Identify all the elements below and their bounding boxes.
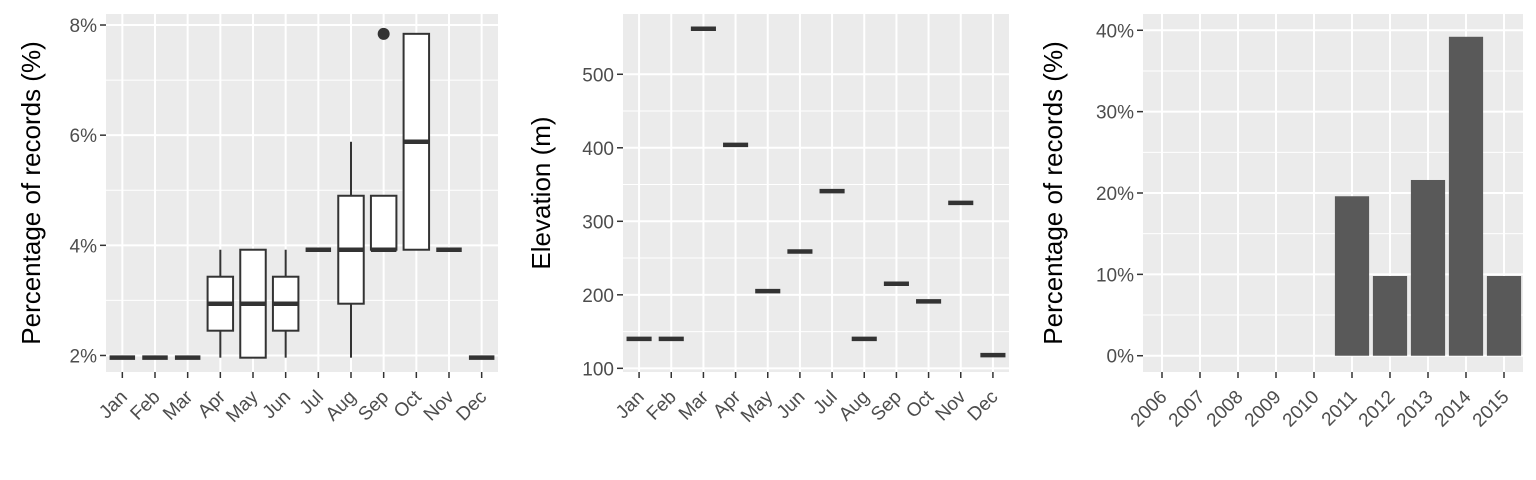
x-tick-label: Sep xyxy=(354,387,393,426)
box-Aug xyxy=(337,141,365,358)
y-tick-label: 10% xyxy=(1096,265,1134,286)
y-tick-label: 6% xyxy=(70,126,98,147)
box-Jun xyxy=(271,249,300,358)
x-tick-label: Dec xyxy=(964,387,1003,426)
bar-2012 xyxy=(1372,275,1408,356)
box-Sep xyxy=(369,27,398,252)
x-tick-label: Jun xyxy=(773,387,810,424)
x-tick-label: Nov xyxy=(932,386,971,425)
box-body xyxy=(369,194,398,251)
y-tick-label: 400 xyxy=(582,139,614,160)
bar-2013 xyxy=(1410,179,1446,356)
x-tick-label: Jun xyxy=(259,387,296,424)
y-tick-label: 200 xyxy=(582,286,614,307)
y-tick-label: 500 xyxy=(582,65,614,86)
box-May xyxy=(239,248,267,359)
x-tick-label: Oct xyxy=(390,386,426,422)
x-tick-label: Jul xyxy=(296,387,328,419)
y-tick-label: 8% xyxy=(70,16,98,37)
x-tick-label: 2012 xyxy=(1355,387,1400,432)
x-tick-label: Dec xyxy=(452,387,491,426)
x-tick-label: 2013 xyxy=(1393,387,1438,432)
y-tick-label: 20% xyxy=(1096,184,1134,205)
x-tick-label: 2008 xyxy=(1203,387,1248,432)
x-tick-label: Aug xyxy=(322,387,361,426)
x-tick-label: Aug xyxy=(835,387,874,426)
box-Apr xyxy=(206,249,235,358)
x-tick-label: May xyxy=(737,386,778,427)
y-tick-label: 0% xyxy=(1107,347,1135,368)
bar-2011 xyxy=(1334,196,1370,356)
x-tick-label: Feb xyxy=(127,387,165,425)
bar-2014 xyxy=(1448,36,1484,356)
x-tick-label: Mar xyxy=(675,386,713,424)
outlier-point xyxy=(377,27,390,40)
y-axis-title: Percentage of records (%) xyxy=(1038,41,1068,344)
x-tick-label: Mar xyxy=(159,386,197,424)
y-tick-label: 100 xyxy=(582,359,614,380)
y-tick-label: 30% xyxy=(1096,103,1134,124)
x-tick-label: Jan xyxy=(612,387,649,424)
x-tick-label: 2011 xyxy=(1318,387,1362,431)
x-tick-label: Nov xyxy=(420,386,459,425)
panel-background xyxy=(106,14,498,372)
x-tick-label: Feb xyxy=(643,387,681,425)
y-axis-title: Elevation (m) xyxy=(526,116,556,269)
y-tick-label: 2% xyxy=(70,346,98,367)
x-tick-label: Jan xyxy=(95,387,132,424)
x-tick-label: Apr xyxy=(709,386,745,422)
y-axis-title: Percentage of records (%) xyxy=(16,41,46,344)
x-tick-label: 2014 xyxy=(1431,386,1476,431)
box-Oct xyxy=(402,32,431,251)
x-tick-label: 2009 xyxy=(1241,387,1286,432)
x-tick-label: Jul xyxy=(810,387,842,419)
x-tick-label: 2007 xyxy=(1165,387,1210,432)
y-tick-label: 300 xyxy=(582,212,614,233)
x-tick-label: 2010 xyxy=(1279,387,1324,432)
x-tick-label: Apr xyxy=(194,386,230,422)
x-tick-label: 2015 xyxy=(1469,387,1514,432)
x-tick-label: May xyxy=(222,386,263,427)
y-tick-label: 40% xyxy=(1096,21,1134,42)
x-tick-label: Oct xyxy=(902,386,938,422)
x-tick-label: Sep xyxy=(867,387,906,426)
y-tick-label: 4% xyxy=(70,236,98,257)
yearly-percentage-bar-panel: 0%10%20%30%40%20062007200820092010201120… xyxy=(1038,14,1523,431)
bar-2015 xyxy=(1486,275,1522,356)
x-tick-label: 2006 xyxy=(1127,387,1172,432)
panel-background xyxy=(623,14,1009,372)
